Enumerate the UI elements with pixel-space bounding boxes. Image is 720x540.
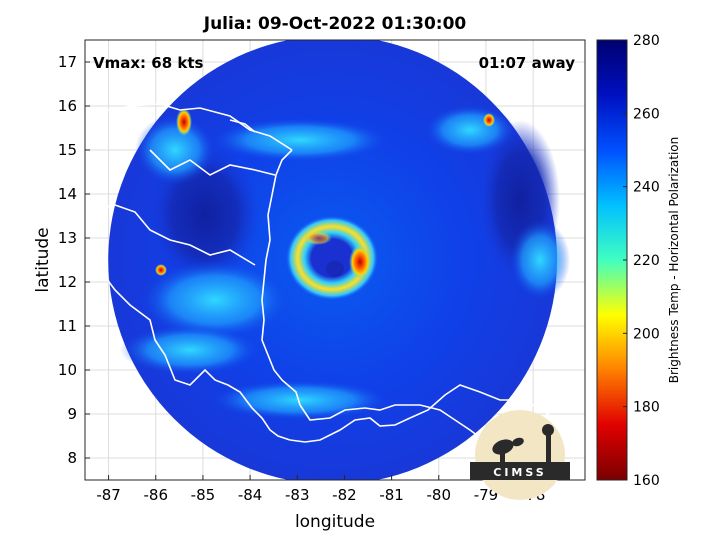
rainband-northwest <box>135 115 215 185</box>
y-axis-label: latitude <box>33 227 53 292</box>
coastline-costa-rica <box>289 384 520 443</box>
colorbar-gradient <box>596 39 628 481</box>
logo-dish-large <box>492 439 514 455</box>
x-tick-label: -80 <box>427 486 452 504</box>
rainband-east <box>510 220 570 300</box>
x-tick-label: -84 <box>238 486 263 504</box>
colorbar-tick-label: 180 <box>633 400 660 416</box>
y-tick-label: 13 <box>58 229 77 247</box>
hotspot-nw <box>176 108 192 136</box>
hotspot-w <box>155 264 167 276</box>
logo-tower-top <box>542 424 554 436</box>
hotspot-ne <box>483 113 495 127</box>
x-axis-label: longitude <box>295 512 375 532</box>
logo-text: CIMSS <box>493 466 546 479</box>
vmax-annotation: Vmax: 68 kts <box>93 54 203 72</box>
colorbar-tick-label: 260 <box>633 106 660 122</box>
swath-features <box>120 105 570 420</box>
y-tick-label: 11 <box>58 317 77 335</box>
colorbar-tick-label: 160 <box>633 473 660 489</box>
y-tick-label: 15 <box>58 141 77 159</box>
eyewall-hot-north <box>304 231 332 245</box>
logo-band <box>470 462 570 480</box>
storm-eye <box>326 260 344 277</box>
coastlines <box>85 87 585 456</box>
coastline-bay-islands <box>229 119 256 133</box>
y-axis-ticks: 8 9 10 11 12 13 14 15 16 17 <box>58 53 90 467</box>
border-honduras-nicaragua <box>149 149 276 176</box>
y-tick-label: 9 <box>67 405 77 423</box>
cimss-logo: CIMSS <box>470 410 570 500</box>
logo-dish-small <box>512 437 524 447</box>
coastline-panama-south <box>299 404 506 456</box>
x-tick-label: -82 <box>332 486 357 504</box>
rainband-west <box>140 260 290 340</box>
coastline-panama <box>519 399 585 453</box>
border-interior <box>94 204 256 266</box>
coastline-yucatan-tip <box>114 87 136 93</box>
x-tick-label: -81 <box>379 486 404 504</box>
y-tick-label: 12 <box>58 273 77 291</box>
y-tick-label: 16 <box>58 97 77 115</box>
colorbar-tick-label: 200 <box>633 326 660 342</box>
x-tick-label: -85 <box>191 486 216 504</box>
y-tick-label: 8 <box>67 449 77 467</box>
rainband-south <box>210 380 390 420</box>
chart-title: Julia: 09-Oct-2022 01:30:00 <box>203 14 467 34</box>
colorbar-label: Brightness Temp - Horizontal Polarizatio… <box>667 137 681 384</box>
axes-frame <box>84 39 586 481</box>
coastline-pacific-honduras <box>85 254 291 441</box>
time-away-annotation: 01:07 away <box>479 54 576 72</box>
y-tick-label: 17 <box>58 53 77 71</box>
x-tick-label: -79 <box>474 486 499 504</box>
rainband-northeast <box>425 105 515 155</box>
logo-dish-stand <box>500 450 505 464</box>
x-tick-label: -86 <box>144 486 169 504</box>
eyewall-hot-east <box>349 245 371 279</box>
swath-layer <box>85 40 585 480</box>
coastline-nicaragua-east <box>261 149 301 406</box>
rainband-southwest <box>120 325 260 375</box>
y-tick-label: 14 <box>58 185 77 203</box>
colorbar-ticks: 160 180 200 220 240 260 280 <box>623 33 660 489</box>
x-tick-label: -87 <box>96 486 121 504</box>
colorbar: 160 180 200 220 240 260 280 Brightness Temp - … <box>596 33 681 489</box>
logo-tower <box>546 430 551 464</box>
logo-disc <box>475 410 565 500</box>
x-tick-label: -83 <box>285 486 310 504</box>
coastline-honduras-north <box>85 103 293 151</box>
rainband-north <box>210 118 390 162</box>
colorbar-tick-label: 240 <box>633 180 660 196</box>
colorbar-tick-label: 220 <box>633 253 660 269</box>
colorbar-tick-label: 280 <box>633 33 660 49</box>
y-tick-label: 10 <box>58 361 77 379</box>
